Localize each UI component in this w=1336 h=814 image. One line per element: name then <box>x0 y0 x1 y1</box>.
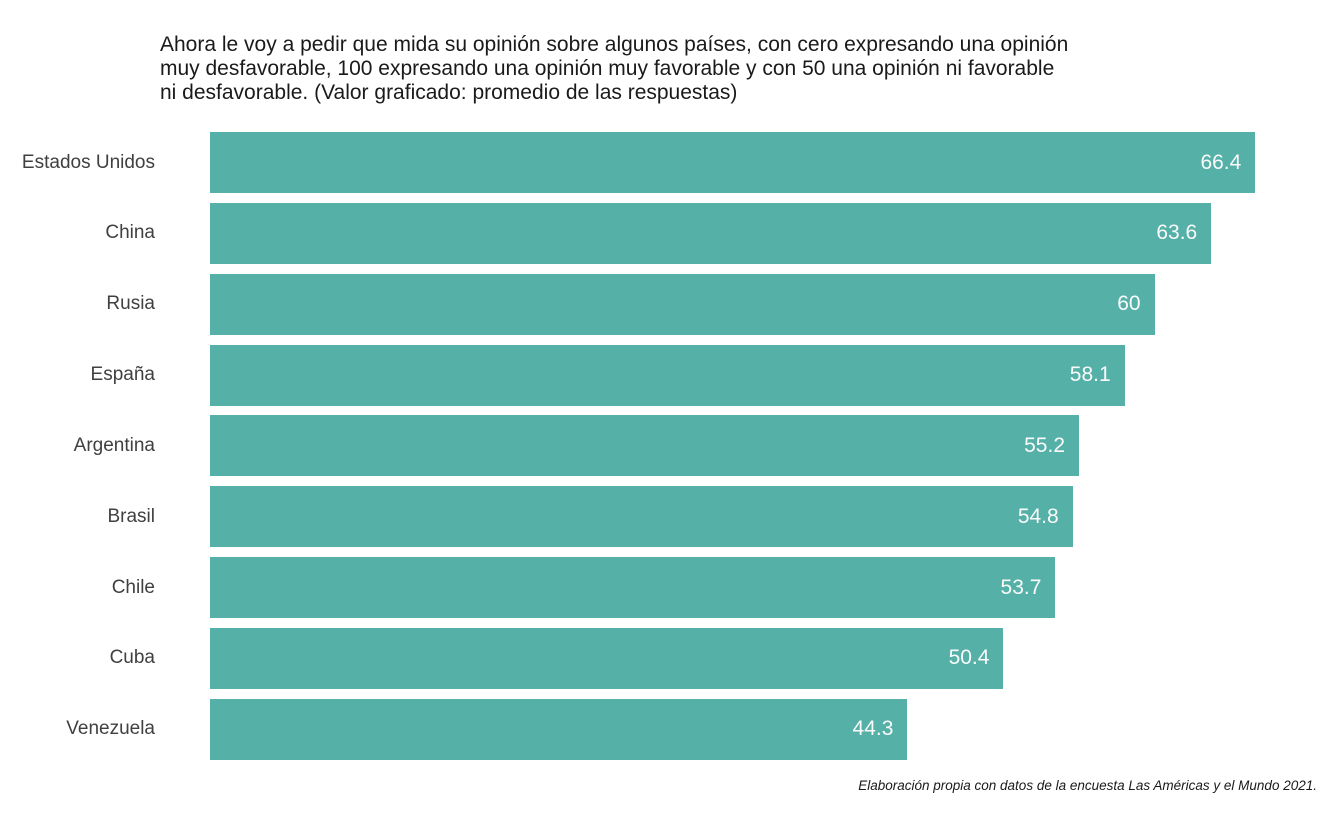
bar-row: Estados Unidos 66.4 <box>0 132 1312 193</box>
value-label: 50.4 <box>948 646 990 670</box>
bar-row: Brasil 54.8 <box>0 486 1312 548</box>
value-label: 53.7 <box>1000 575 1042 599</box>
bar: 63.6 <box>210 202 1212 264</box>
bar-chart: Estados Unidos 66.4 China 63.6 Rusia 60 España… <box>0 132 1312 760</box>
chart-title-line: muy desfavorable, 100 expresando una opi… <box>160 57 1055 80</box>
bar: 60 <box>210 273 1155 335</box>
value-label: 44.3 <box>852 717 894 741</box>
bar: 58.1 <box>210 344 1125 406</box>
bar-area: 55.2 <box>210 415 1312 477</box>
bar-area: 44.3 <box>210 698 1312 760</box>
chart-title-line: ni desfavorable. (Valor graficado: prome… <box>160 81 738 104</box>
bar-row: Rusia 60 <box>0 273 1312 335</box>
category-label: Cuba <box>109 647 155 669</box>
category-label: Brasil <box>107 505 155 527</box>
bar-area: 63.6 <box>210 202 1312 264</box>
chart-title: Ahora le voy a pedir que mida su opinión… <box>160 33 1270 105</box>
category-label: España <box>90 364 155 386</box>
category-label: Chile <box>111 576 155 598</box>
value-label: 55.2 <box>1024 433 1065 457</box>
bar-row: Venezuela 44.3 <box>0 698 1312 760</box>
bar: 54.8 <box>210 486 1073 548</box>
bar-row: España 58.1 <box>0 344 1312 406</box>
category-label: Rusia <box>106 293 155 315</box>
category-label: Venezuela <box>66 718 155 740</box>
category-label: Estados Unidos <box>21 151 155 173</box>
bar-area: 53.7 <box>210 557 1312 619</box>
source-note: Elaboración propia con datos de la encue… <box>858 778 1317 793</box>
value-label: 63.6 <box>1156 221 1198 245</box>
bar-row: Cuba 50.4 <box>0 627 1312 689</box>
bar-row: China 63.6 <box>0 202 1312 264</box>
bar-area: 54.8 <box>210 486 1312 548</box>
bar: 66.4 <box>210 132 1256 193</box>
bar-area: 60 <box>210 273 1312 335</box>
bar-area: 58.1 <box>210 344 1312 406</box>
value-label: 54.8 <box>1017 504 1059 528</box>
bar-row: Argentina 55.2 <box>0 415 1312 477</box>
bar: 44.3 <box>210 698 908 760</box>
value-label: 60 <box>1117 292 1141 316</box>
chart-title-line: Ahora le voy a pedir que mida su opinión… <box>160 33 1069 56</box>
bar: 53.7 <box>210 557 1056 619</box>
bar: 55.2 <box>210 415 1079 477</box>
category-label: Argentina <box>73 434 155 456</box>
bar: 50.4 <box>210 627 1004 689</box>
value-label: 58.1 <box>1069 363 1111 387</box>
bar-row: Chile 53.7 <box>0 557 1312 619</box>
bar-area: 50.4 <box>210 627 1312 689</box>
value-label: 66.4 <box>1200 150 1242 174</box>
category-label: China <box>105 222 155 244</box>
bar-area: 66.4 <box>210 132 1312 193</box>
